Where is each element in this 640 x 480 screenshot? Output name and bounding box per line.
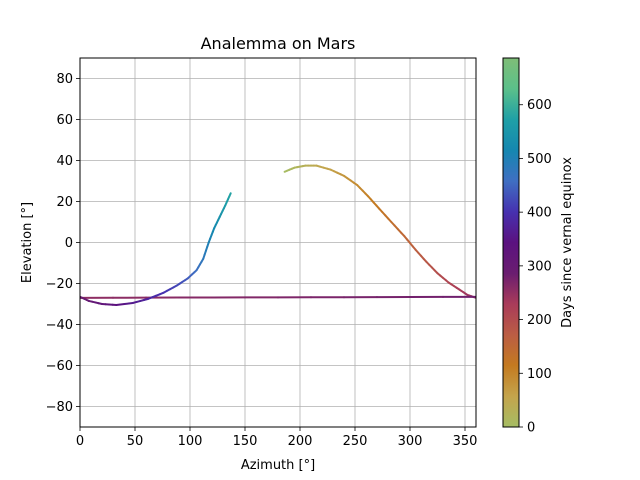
colorbar-tick-label: 500: [527, 152, 552, 167]
grid: [79, 58, 476, 427]
y-tick-label: 0: [65, 236, 73, 251]
colorbar-tick-label: 0: [527, 421, 535, 436]
y-tick-label: 80: [56, 72, 73, 87]
x-axis-label: Azimuth [°]: [241, 458, 315, 473]
colorbar-tick-label: 600: [527, 98, 552, 113]
colorbar-tick-label: 100: [527, 367, 552, 382]
analemma-series: [80, 164, 476, 307]
colorbar-label: Days since vernal equinox: [560, 157, 575, 328]
colorbar-tick-label: 400: [527, 206, 552, 221]
y-tick-label: −80: [46, 400, 73, 415]
x-tick-label: 300: [398, 434, 423, 449]
colorbar-ticks: 0 100 200 300 400 500 600: [519, 98, 552, 436]
chart-title: Analemma on Mars: [201, 34, 356, 53]
y-tick-label: −60: [46, 359, 73, 374]
y-tick-label: 60: [56, 113, 73, 128]
x-tick-label: 0: [76, 434, 84, 449]
x-tick-label: 150: [233, 434, 258, 449]
colorbar-tick-label: 300: [527, 259, 552, 274]
y-axis-ticks: −80 −60 −40 −20 0 20 40 60 80: [46, 72, 80, 415]
x-tick-label: 250: [343, 434, 368, 449]
analemma-segment: [228, 192, 232, 198]
y-tick-label: 40: [56, 154, 73, 169]
y-tick-label: 20: [56, 195, 73, 210]
y-axis-label: Elevation [°]: [20, 202, 35, 283]
x-tick-label: 350: [453, 434, 478, 449]
x-tick-label: 200: [288, 434, 313, 449]
colorbar-gradient: [502, 57, 520, 428]
x-axis-ticks: 0 50 100 150 200 250 300 350: [76, 427, 478, 449]
colorbar: 0 100 200 300 400 500 600 Days since vernal eq…: [502, 57, 575, 436]
colorbar-tick-label: 200: [527, 313, 552, 328]
x-tick-label: 50: [127, 434, 144, 449]
y-tick-label: −40: [46, 318, 73, 333]
y-tick-label: −20: [46, 277, 73, 292]
x-tick-label: 100: [178, 434, 203, 449]
